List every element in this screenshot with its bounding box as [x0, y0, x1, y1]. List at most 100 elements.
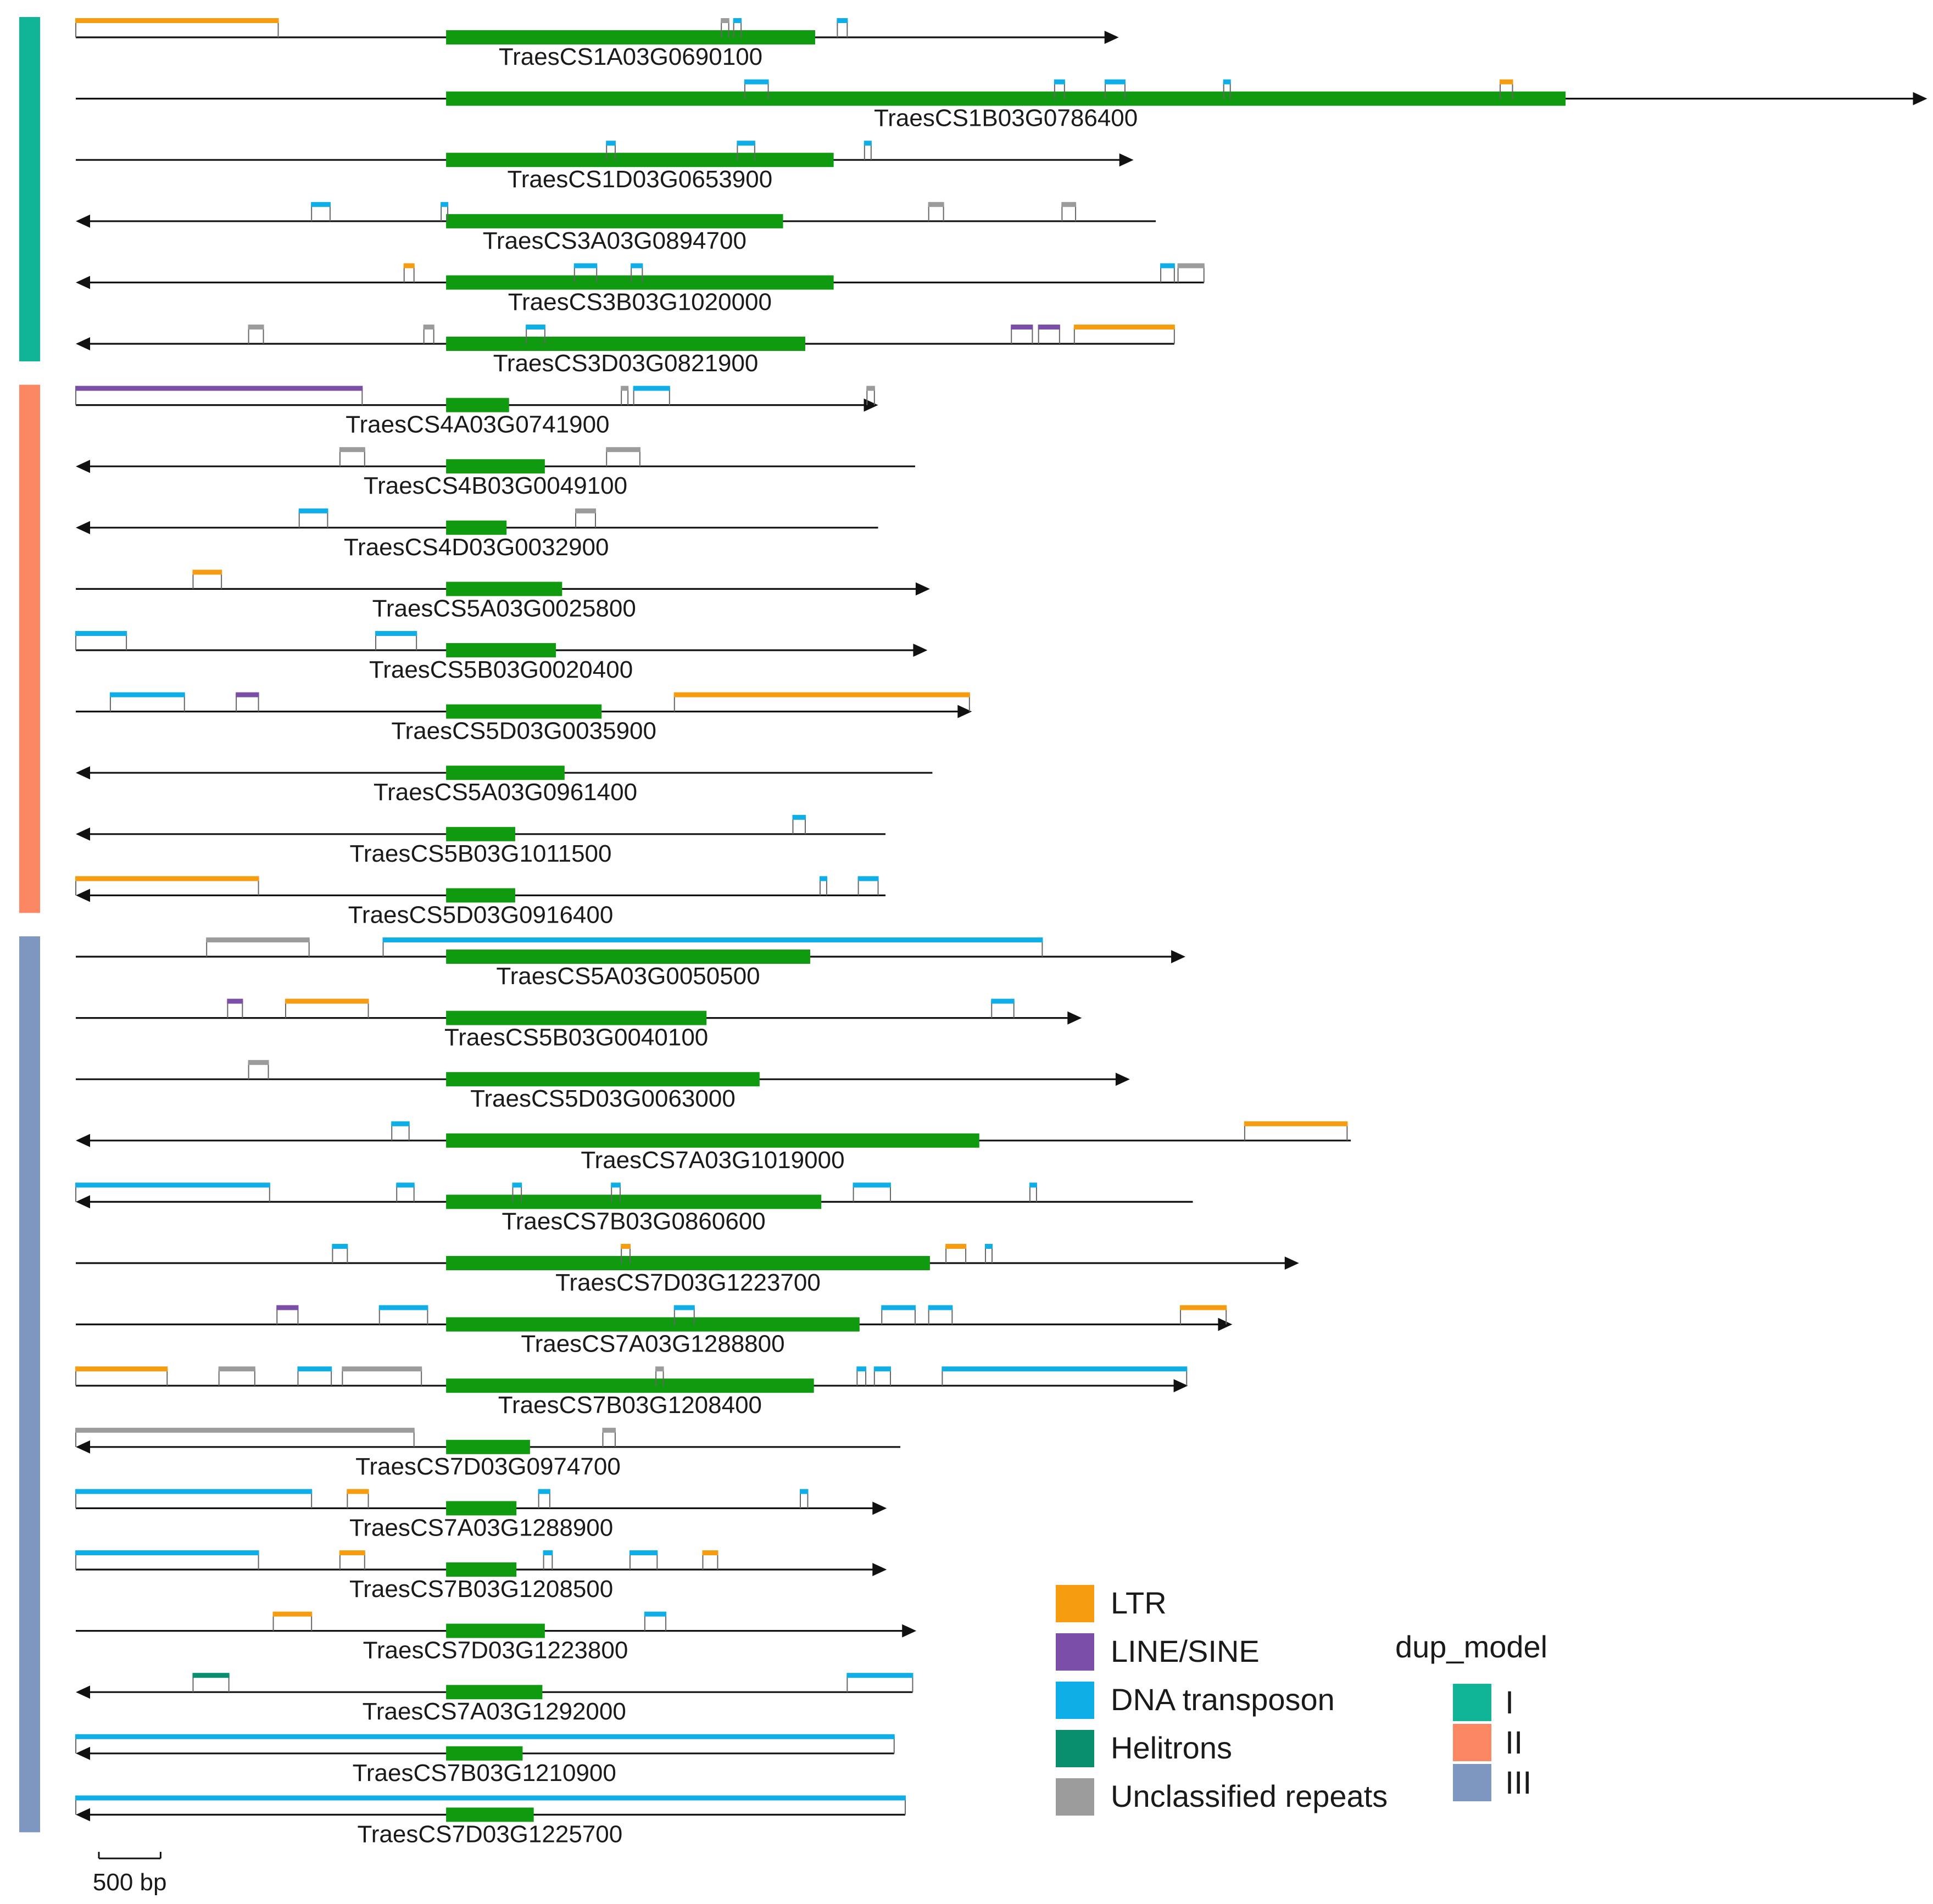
gene-row: TraesCS7D03G0974700: [75, 1427, 900, 1480]
gene-name: TraesCS5D03G0916400: [348, 901, 614, 928]
te-bracket: [347, 1491, 369, 1509]
te-bracket: [403, 265, 415, 283]
gene-name: TraesCS5D03G0035900: [391, 718, 656, 745]
dup-model-bar-III: [19, 936, 40, 1833]
te-insertion: [873, 1366, 892, 1372]
gene-name: TraesCS3B03G1020000: [508, 288, 772, 315]
gene-row: TraesCS7B03G0860600: [75, 1182, 1193, 1235]
te-insertion: [673, 692, 970, 697]
gene-name: TraesCS5A03G0050500: [496, 963, 760, 990]
te-bracket: [538, 1491, 550, 1509]
te-bracket: [297, 1369, 332, 1386]
gene-row: TraesCS4D03G0032900: [76, 508, 878, 561]
gene-name: TraesCS7A03G1019000: [581, 1147, 844, 1174]
te-insertion: [631, 263, 643, 269]
te-insertion: [276, 1305, 299, 1310]
te-insertion: [311, 202, 331, 207]
te-bracket: [881, 1307, 916, 1325]
te-insertion: [342, 1366, 422, 1372]
te-insertion: [192, 1673, 230, 1678]
te-insertion: [819, 876, 827, 881]
cds-block: [446, 1072, 760, 1087]
te-bracket: [339, 449, 365, 467]
te-insertion: [1160, 263, 1175, 269]
gene-row: TraesCS5B03G1011500: [76, 814, 886, 867]
te-bracket: [846, 1675, 913, 1693]
te-bracket: [332, 1246, 348, 1263]
strand-arrow: [76, 1195, 90, 1209]
te-bracket: [192, 572, 222, 589]
strand-arrow: [76, 521, 90, 534]
te-insertion: [673, 1305, 695, 1310]
te-insertion: [744, 79, 769, 85]
te-insertion: [543, 1550, 553, 1555]
te-bracket: [857, 878, 879, 896]
strand-arrow: [915, 582, 930, 596]
cds-block: [446, 91, 1566, 106]
cds-block: [446, 1256, 930, 1270]
te-insertion: [985, 1244, 993, 1249]
gene-row: TraesCS7A03G1019000: [76, 1121, 1351, 1174]
cds-block: [446, 1133, 979, 1148]
cds-block: [446, 275, 834, 290]
te-insertion: [339, 1550, 365, 1555]
dup-model-bar-I: [19, 17, 40, 361]
gene-row: TraesCS5A03G0025800: [76, 569, 930, 622]
te-insertion: [928, 1305, 953, 1310]
gene-name: TraesCS3D03G0821900: [493, 350, 759, 377]
cds-block: [446, 1439, 530, 1454]
gene-name: TraesCS7A03G1288800: [521, 1331, 784, 1358]
legend-swatch-dna_transposon: [1056, 1682, 1094, 1719]
te-insertion: [109, 692, 185, 697]
te-insertion: [621, 386, 629, 391]
te-bracket: [792, 817, 806, 834]
te-insertion: [396, 1182, 415, 1188]
cds-block: [446, 1378, 814, 1393]
gene-row: TraesCS3B03G1020000: [76, 263, 1205, 315]
te-bracket: [606, 449, 640, 467]
te-bracket: [673, 694, 970, 712]
te-bracket: [1038, 327, 1060, 344]
te-insertion: [1038, 325, 1060, 330]
te-bracket: [75, 1185, 270, 1202]
gene-name: TraesCS5D03G0063000: [470, 1085, 736, 1112]
legend-swatch-ltr: [1056, 1585, 1094, 1622]
cds-block: [446, 214, 783, 228]
te-insertion: [75, 1795, 906, 1801]
gene-name: TraesCS5A03G0961400: [374, 779, 637, 806]
cds-block: [446, 153, 834, 167]
te-insertion: [655, 1366, 664, 1372]
te-bracket: [236, 694, 259, 712]
legend-label: II: [1505, 1725, 1523, 1761]
te-bracket: [75, 1369, 168, 1386]
te-insertion: [1180, 1305, 1227, 1310]
strand-arrow: [76, 827, 90, 841]
te-bracket: [391, 1123, 410, 1141]
te-insertion: [218, 1366, 255, 1372]
cds-block: [446, 30, 815, 44]
gene-row: TraesCS7A03G1288900: [75, 1489, 887, 1541]
strand-arrow: [1284, 1257, 1299, 1270]
strand-arrow: [872, 1563, 887, 1576]
te-bracket: [985, 1246, 993, 1263]
te-insertion: [75, 386, 363, 391]
cds-block: [446, 398, 509, 412]
gene-name: TraesCS3A03G0894700: [483, 227, 747, 254]
legend-swatch-unclassified: [1056, 1778, 1094, 1816]
te-bracket: [109, 694, 185, 712]
cds-block: [446, 1501, 517, 1516]
strand-arrow: [76, 460, 90, 473]
te-insertion: [378, 1305, 428, 1310]
te-bracket: [928, 204, 944, 221]
te-insertion: [538, 1489, 550, 1494]
cds-block: [446, 1623, 545, 1638]
cds-block: [446, 766, 565, 780]
te-insertion: [856, 1366, 867, 1372]
te-bracket: [991, 1001, 1015, 1018]
te-insertion: [621, 1244, 631, 1249]
te-insertion: [1244, 1121, 1348, 1126]
te-insertion: [733, 18, 742, 23]
te-insertion: [423, 325, 434, 330]
dup-model-bars: [19, 17, 40, 1833]
te-bracket: [853, 1185, 892, 1202]
